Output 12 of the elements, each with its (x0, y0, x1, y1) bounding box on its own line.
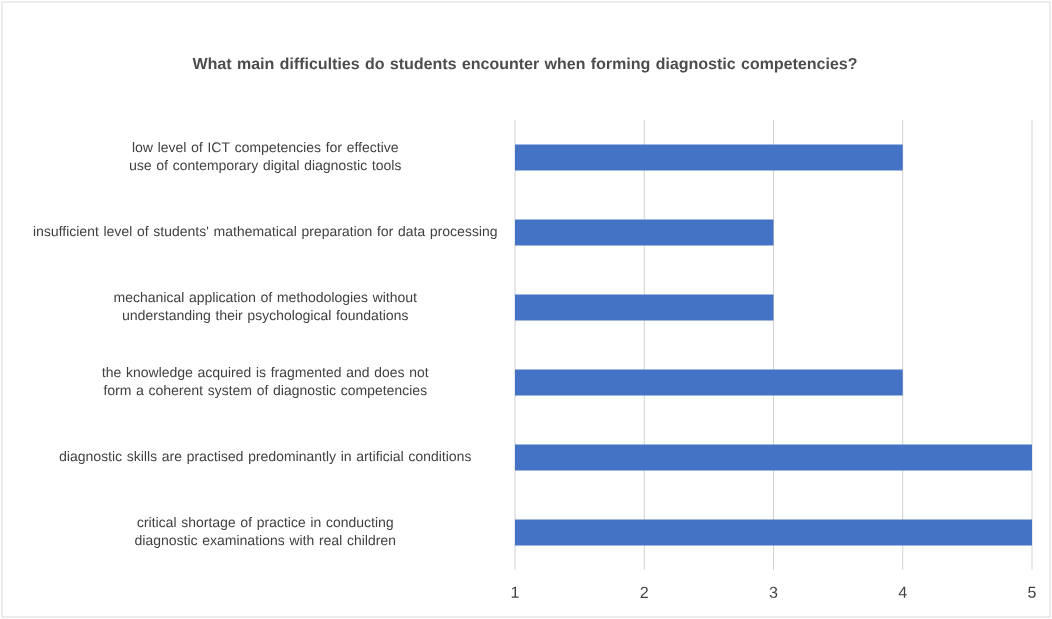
x-tick-label: 4 (898, 586, 907, 598)
chart-title: What main difficulties do students encounter when forming diagnostic competencies? (192, 57, 857, 73)
y-tick-label: insufficient level of students' mathematical preparation for data processing (33, 225, 497, 240)
y-tick-label: diagnostic skills are practised predominantly in artificial conditions (59, 450, 471, 465)
y-tick-label: mechanical application of methodologies without understanding their psychological foundations (114, 291, 417, 324)
x-tick-label: 1 (511, 586, 519, 598)
x-tick-label: 3 (769, 586, 778, 599)
y-tick-label: critical shortage of practice in conducting diagnostic examinations with real children (135, 516, 396, 549)
y-tick-label: the knowledge acquired is fragmented and does not form a coherent system of diagnostic competencies (102, 366, 429, 399)
x-tick-label: 2 (640, 586, 648, 598)
x-tick-label: 5 (1028, 586, 1036, 598)
y-tick-label: low level of ICT competencies for effective use of contemporary digital diagnostic tools (130, 141, 401, 174)
